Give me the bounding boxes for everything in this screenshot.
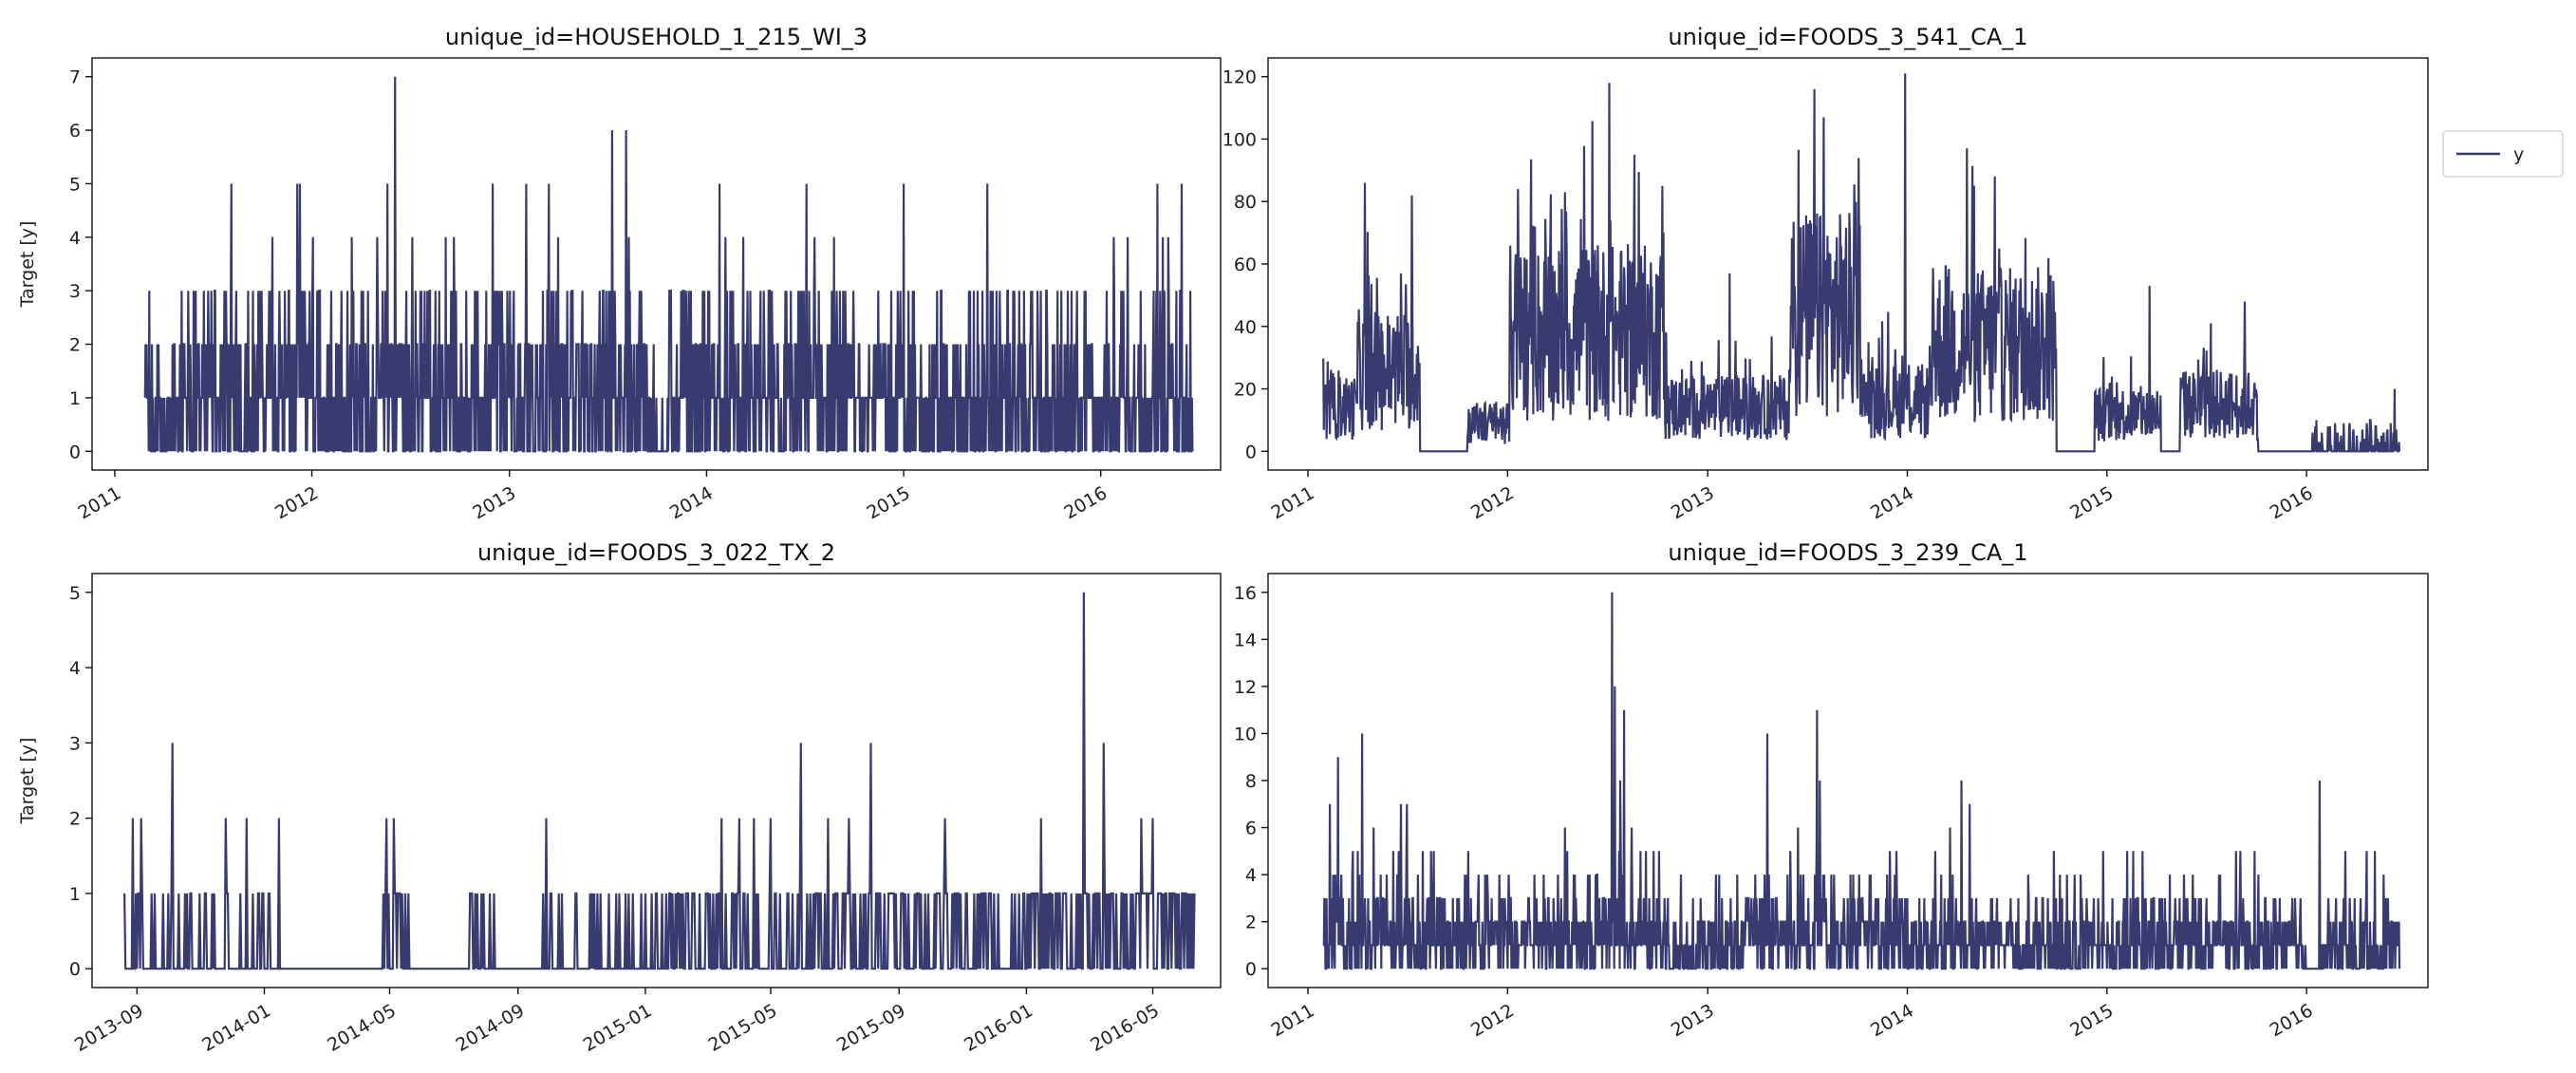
subplot-4: unique_id=FOODS_3_239_CA_1 0 2 4 6 8 10 12 14 16 2…	[1234, 539, 2429, 1042]
x-tick-label: 2011	[1268, 1000, 1318, 1041]
y-tick-label: 16	[1234, 583, 1257, 604]
x-tick-label: 2016	[2267, 1000, 2317, 1041]
legend-box	[2442, 130, 2564, 178]
y-tick-label: 2	[1245, 913, 1257, 933]
axes-frame	[91, 573, 1222, 988]
x-tick-label: 2012	[271, 482, 322, 523]
series-line-y	[123, 592, 1196, 970]
x-tick-label: 2013-09	[71, 1000, 147, 1056]
x-tick-label: 2013	[1668, 1000, 1718, 1041]
y-tick-label: 7	[69, 67, 81, 88]
y-tick-label: 3	[69, 281, 81, 302]
x-tick-label: 2014	[1867, 482, 1917, 523]
x-tick-label: 2015	[2066, 1000, 2117, 1041]
y-tick-label: 6	[1245, 819, 1257, 839]
x-tick-label: 2015-01	[580, 1000, 656, 1056]
x-tick-label: 2015	[2066, 482, 2117, 523]
y-tick-label: 100	[1223, 129, 1257, 150]
y-tick-label: 80	[1234, 192, 1257, 213]
x-tick-label: 2014	[1867, 1000, 1917, 1041]
y-tick-label: 2	[69, 809, 81, 830]
y-axis-label: Target [y]	[17, 221, 38, 309]
axes-frame	[91, 57, 1222, 471]
x-tick-label: 2014-05	[324, 1000, 400, 1056]
y-tick-label: 20	[1234, 380, 1257, 401]
y-tick-label: 1	[69, 884, 81, 905]
x-tick-label: 2012	[1467, 482, 1518, 523]
x-tick-label: 2014-01	[198, 1000, 274, 1056]
y-tick-label: 4	[69, 658, 81, 679]
y-tick-label: 8	[1245, 771, 1257, 792]
subplot-1: unique_id=HOUSEHOLD_1_215_WI_3 Target [y]…	[17, 24, 1222, 524]
x-tick-label: 2014	[666, 482, 717, 523]
y-tick-label: 60	[1234, 254, 1257, 275]
y-tick-label: 1	[69, 388, 81, 409]
series-line-y	[143, 76, 1194, 453]
y-tick-label: 5	[69, 174, 81, 195]
y-tick-label: 0	[1245, 959, 1257, 980]
x-tick-label: 2012	[1467, 1000, 1518, 1041]
x-tick-label: 2011	[75, 482, 125, 523]
x-tick-label: 2015-09	[833, 1000, 909, 1056]
series-line-y	[1322, 73, 2401, 453]
subplot-3: unique_id=FOODS_3_022_TX_2 Target [y] 0 1 2 3…	[17, 539, 1222, 1056]
x-tick-label: 2013	[1668, 482, 1718, 523]
legend: y	[2442, 130, 2564, 178]
subplot-title: unique_id=HOUSEHOLD_1_215_WI_3	[445, 24, 868, 50]
y-tick-label: 0	[69, 959, 81, 980]
y-axis-label: Target [y]	[17, 738, 38, 825]
x-tick-label: 2015-05	[705, 1000, 781, 1056]
y-tick-label: 5	[69, 583, 81, 604]
x-tick-label: 2016-01	[961, 1000, 1036, 1056]
x-tick-label: 2011	[1268, 482, 1318, 523]
x-tick-label: 2015	[864, 482, 914, 523]
y-tick-label: 0	[1245, 442, 1257, 462]
subplot-title: unique_id=FOODS_3_239_CA_1	[1668, 539, 2027, 566]
subplot-grid: unique_id=HOUSEHOLD_1_215_WI_3 Target [y]…	[17, 24, 2429, 1056]
y-tick-label: 2	[69, 335, 81, 356]
y-tick-label: 4	[1245, 865, 1257, 886]
subplot-title: unique_id=FOODS_3_022_TX_2	[477, 539, 835, 566]
x-tick-label: 2016	[1060, 482, 1111, 523]
subplot-title: unique_id=FOODS_3_541_CA_1	[1668, 24, 2027, 50]
y-tick-label: 6	[69, 121, 81, 141]
series-line-y	[1322, 592, 2401, 970]
y-tick-label: 0	[69, 442, 81, 462]
y-tick-label: 10	[1234, 724, 1257, 744]
x-tick-label: 2016-05	[1087, 1000, 1163, 1056]
y-tick-label: 4	[69, 228, 81, 249]
y-tick-label: 40	[1234, 317, 1257, 338]
y-tick-label: 12	[1234, 677, 1257, 698]
y-tick-label: 14	[1234, 630, 1257, 650]
subplot-2: unique_id=FOODS_3_541_CA_1 0 20 40 60 80 100 12…	[1223, 24, 2429, 524]
y-tick-label: 3	[69, 733, 81, 754]
x-tick-label: 2016	[2267, 482, 2317, 523]
x-tick-label: 2013	[469, 482, 519, 523]
x-tick-label: 2014-09	[453, 1000, 529, 1056]
legend-label: y	[2513, 144, 2524, 165]
y-tick-label: 120	[1223, 67, 1257, 88]
